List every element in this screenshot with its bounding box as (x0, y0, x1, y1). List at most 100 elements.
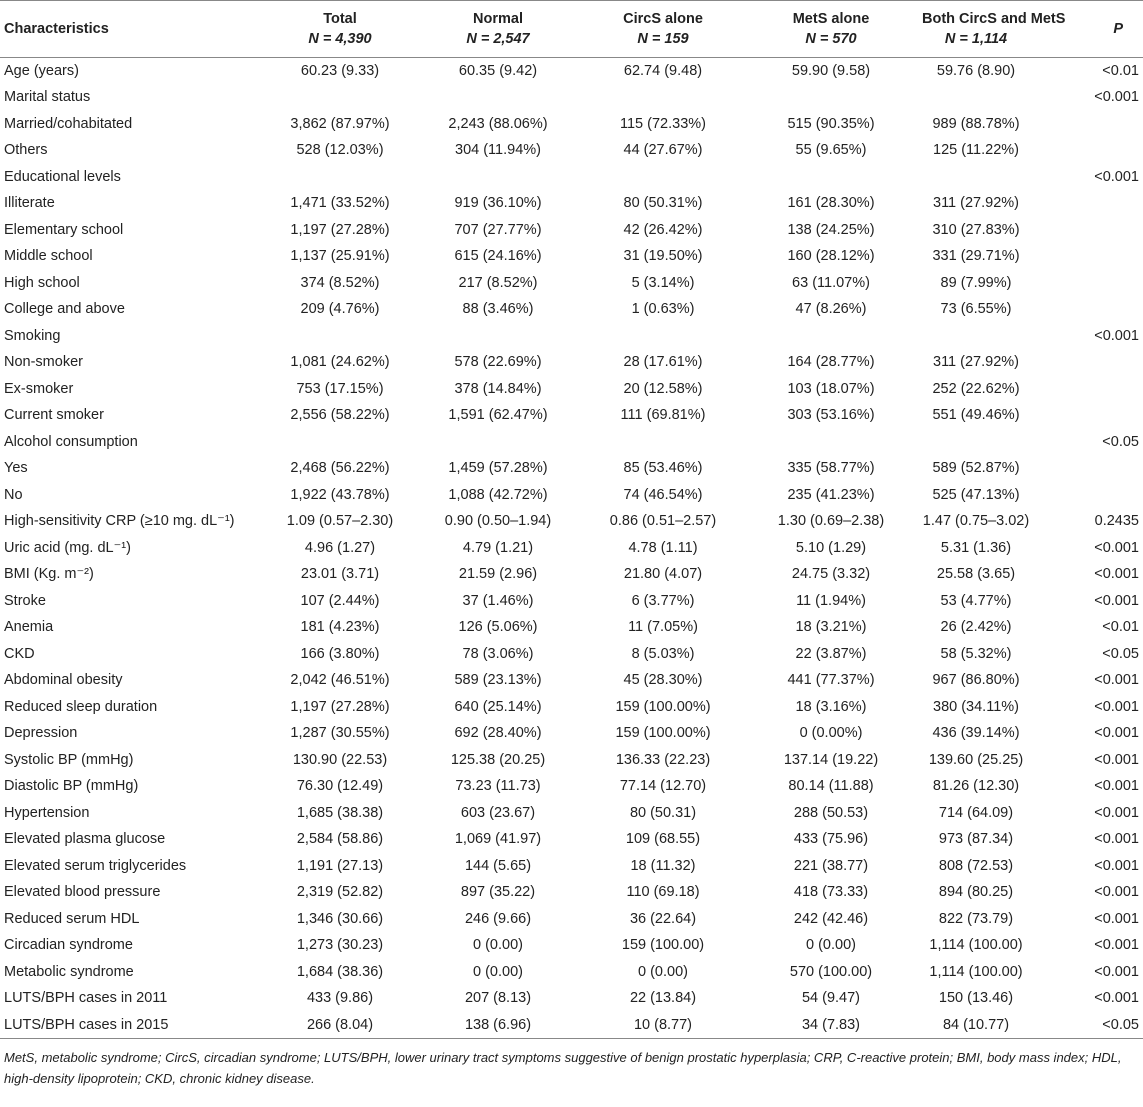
p-value: <0.001 (1094, 857, 1139, 874)
table-row: High school 374 (8.52%) 217 (8.52%) 5 (3.14… (0, 270, 1143, 297)
cell: 973 (87.34) (938, 831, 1014, 848)
cell: 1,197 (27.28%) (290, 698, 390, 715)
row-label: LUTS/BPH cases in 2011 (4, 990, 168, 1007)
table-row: Age (years) 60.23 (9.33) 60.35 (9.42) 62.74… (0, 58, 1143, 85)
cell: 692 (28.40%) (454, 725, 542, 742)
p-value: <0.001 (1094, 327, 1139, 344)
cell (270, 429, 410, 456)
table-row: Elevated serum triglycerides 1,191 (27.13… (0, 853, 1143, 880)
cell: 42 (26.42%) (623, 221, 703, 238)
p-value: <0.05 (1102, 433, 1139, 450)
row-label: Diastolic BP (mmHg) (4, 778, 139, 795)
row-label: Yes (4, 460, 28, 477)
cell: 967 (86.80%) (932, 672, 1020, 689)
cell: 144 (5.65) (464, 857, 532, 874)
cell: 137.14 (19.22) (783, 751, 879, 768)
cell: 159 (100.00%) (615, 698, 711, 715)
p-value: <0.001 (1094, 566, 1139, 583)
column-n: N = 1,114 (944, 31, 1008, 47)
cell: 217 (8.52%) (458, 274, 538, 291)
p-value: <0.001 (1094, 831, 1139, 848)
cell: 209 (4.76%) (300, 301, 380, 318)
p-value (1030, 376, 1143, 403)
cell: 0 (0.00%) (799, 725, 863, 742)
p-value (1030, 137, 1143, 164)
table-row: Metabolic syndrome 1,684 (38.36) 0 (0.00) 0… (0, 959, 1143, 986)
cell: 303 (53.16%) (787, 407, 875, 424)
table-row: Married/cohabitated 3,862 (87.97%) 2,243 (… (0, 111, 1143, 138)
table-row: Educational levels <0.001 (0, 164, 1143, 191)
cell: 919 (36.10%) (454, 195, 542, 212)
column-name: P (1113, 21, 1123, 37)
cell (270, 323, 410, 350)
table-row: Reduced serum HDL 1,346 (30.66) 246 (9.66)… (0, 906, 1143, 933)
header-row: Characteristics Total N = 4,390 Normal N = 2… (0, 0, 1143, 58)
cell: 528 (12.03%) (296, 142, 384, 159)
table-row: Elementary school 1,197 (27.28%) 707 (27.7… (0, 217, 1143, 244)
column-header: Characteristics (0, 1, 270, 58)
p-value: 0.2435 (1094, 513, 1139, 530)
table-row: Systolic BP (mmHg) 130.90 (22.53) 125.38 (… (0, 747, 1143, 774)
p-value: <0.001 (1094, 778, 1139, 795)
row-label: Uric acid (mg. dL⁻¹) (4, 539, 131, 556)
p-value: <0.05 (1102, 645, 1139, 662)
cell: 235 (41.23%) (787, 486, 875, 503)
cell: 76.30 (12.49) (296, 778, 384, 795)
cell: 4.79 (1.21) (462, 539, 534, 556)
cell: 161 (28.30%) (787, 195, 875, 212)
p-value: <0.001 (1094, 592, 1139, 609)
cell: 77.14 (12.70) (619, 778, 707, 795)
row-label: Current smoker (4, 407, 104, 424)
cell: 0 (0.00) (473, 937, 523, 954)
cell: 266 (8.04) (306, 1016, 374, 1033)
cell: 73.23 (11.73) (455, 778, 541, 795)
column-n: N = 4,390 (308, 31, 372, 47)
cell: 897 (35.22) (460, 884, 536, 901)
row-label: Elevated serum triglycerides (4, 857, 187, 874)
p-value: <0.001 (1094, 672, 1139, 689)
cell: 207 (8.13) (464, 990, 532, 1007)
table-row: Marital status <0.001 (0, 84, 1143, 111)
p-value: <0.001 (1094, 963, 1139, 980)
cell (586, 323, 740, 350)
cell: 2,584 (58.86) (296, 831, 384, 848)
cell: 615 (24.16%) (454, 248, 542, 265)
row-label: Elementary school (4, 221, 124, 238)
cell: 1,591 (62.47%) (448, 407, 548, 424)
table-row: No 1,922 (43.78%) 1,088 (42.72%) 74 (46.54%… (0, 482, 1143, 509)
row-label: Stroke (4, 592, 46, 609)
table-body: Age (years) 60.23 (9.33) 60.35 (9.42) 62.74… (0, 58, 1143, 1038)
cell: 441 (77.37%) (787, 672, 875, 689)
cell: 374 (8.52%) (300, 274, 380, 291)
column-header: Both CircS and MetS N = 1,114 (922, 1, 1065, 58)
row-label: Elevated plasma glucose (4, 831, 166, 848)
table-row: Circadian syndrome 1,273 (30.23) 0 (0.00) 1… (0, 932, 1143, 959)
cell: 138 (24.25%) (787, 221, 875, 238)
cell: 59.76 (8.90) (936, 63, 1016, 79)
p-value: <0.001 (1094, 698, 1139, 715)
cell: 6 (3.77%) (631, 592, 695, 609)
cell: 25.58 (3.65) (936, 566, 1016, 583)
cell: 3,862 (87.97%) (290, 115, 390, 132)
cell: 436 (39.14%) (932, 725, 1020, 742)
cell: 589 (23.13%) (454, 672, 542, 689)
cell: 28 (17.61%) (623, 354, 703, 371)
column-name: Normal (473, 11, 523, 27)
table-row: CKD 166 (3.80%) 78 (3.06%) 8 (5.03%) 22 (3.8… (0, 641, 1143, 668)
p-value (1030, 190, 1143, 217)
row-label: Alcohol consumption (4, 433, 138, 450)
cell: 136.33 (22.23) (615, 751, 711, 768)
cell: 808 (72.53) (938, 857, 1014, 874)
table-row: Alcohol consumption <0.05 (0, 429, 1143, 456)
cell: 5 (3.14%) (631, 274, 695, 291)
row-label: Marital status (4, 89, 91, 106)
cell: 1,137 (25.91%) (290, 248, 390, 265)
column-header: Normal N = 2,547 (410, 1, 586, 58)
table-row: Uric acid (mg. dL⁻¹) 4.96 (1.27) 4.79 (1.2… (0, 535, 1143, 562)
cell: 139.60 (25.25) (928, 751, 1024, 768)
cell: 125.38 (20.25) (450, 751, 546, 768)
p-value: <0.001 (1094, 990, 1139, 1007)
table-row: Depression 1,287 (30.55%) 692 (28.40%) 159 … (0, 720, 1143, 747)
cell: 110 (69.18) (626, 884, 700, 901)
cell: 36 (22.64) (629, 910, 697, 927)
